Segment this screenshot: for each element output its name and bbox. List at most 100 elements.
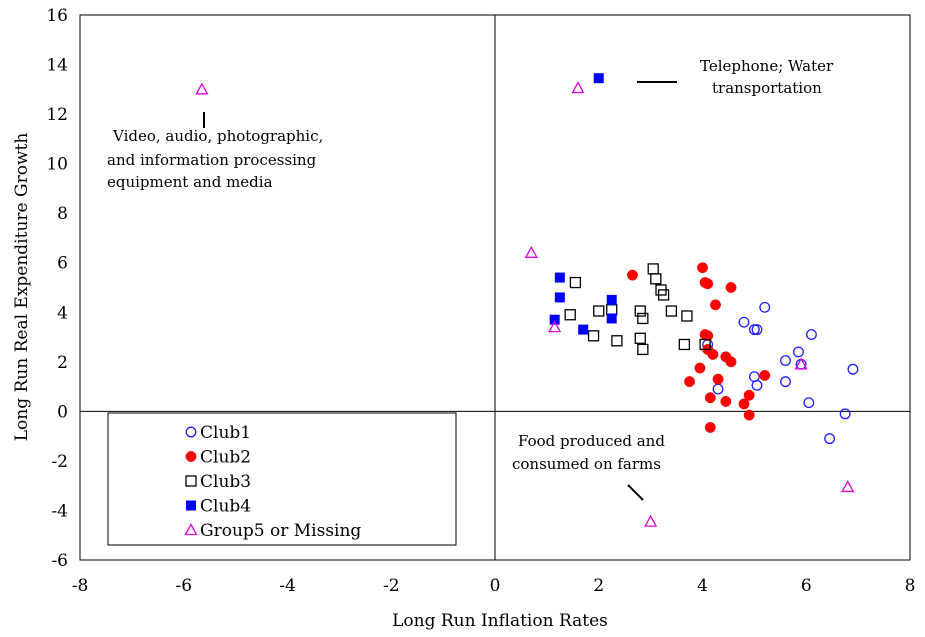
legend-label: Club3 <box>200 472 251 492</box>
data-point <box>780 376 791 388</box>
x-tick-label: -8 <box>72 576 89 596</box>
annotation-video-line-1: Video, audio, photographic, <box>112 127 323 145</box>
y-tick-label: 12 <box>46 105 68 125</box>
y-tick-label: -4 <box>51 501 68 521</box>
data-point <box>707 348 719 360</box>
data-point <box>759 301 771 313</box>
data-point <box>637 312 649 325</box>
data-point <box>627 269 638 281</box>
data-point <box>694 362 706 374</box>
y-tick-label: 16 <box>46 6 68 26</box>
y-tick-label: 10 <box>46 155 68 175</box>
legend-marker <box>184 523 198 536</box>
data-point <box>593 305 605 317</box>
data-point <box>803 397 815 409</box>
data-point <box>548 320 562 333</box>
legend-box <box>107 412 457 546</box>
data-point <box>712 383 724 395</box>
y-tick-label: 2 <box>57 353 68 373</box>
legend-label: Club2 <box>200 448 251 468</box>
data-point <box>748 324 760 336</box>
series-club4 <box>549 73 617 335</box>
data-point <box>611 335 623 347</box>
annotation-video-line-2: and information processing <box>107 151 317 169</box>
series-club1 <box>702 301 859 445</box>
data-point <box>847 363 859 375</box>
data-point <box>554 272 565 283</box>
data-point <box>564 309 576 321</box>
data-point <box>606 313 617 324</box>
data-point <box>710 299 721 311</box>
data-point <box>751 379 763 391</box>
data-point <box>634 332 646 344</box>
data-point <box>712 373 724 385</box>
data-point <box>647 263 659 275</box>
data-point <box>793 346 804 358</box>
data-point <box>702 278 714 290</box>
data-point <box>725 282 737 293</box>
legend-marker <box>185 451 197 462</box>
annotation-video-line-3: equipment and media <box>107 173 273 191</box>
y-tick-label: 4 <box>57 303 68 323</box>
data-point <box>681 310 693 322</box>
data-point <box>794 357 808 370</box>
y-tick-label: -2 <box>51 452 68 472</box>
annotation-telephone-line-1: Telephone; Water <box>700 57 834 75</box>
annotation-food-line-1: Food produced and <box>518 432 665 450</box>
annotation-telephone-line-2: transportation <box>712 79 822 97</box>
x-tick-label: 0 <box>490 576 501 596</box>
x-tick-label: -6 <box>175 576 192 596</box>
data-point <box>704 392 716 404</box>
data-point <box>644 514 658 527</box>
series-group5-or-missing <box>195 81 855 527</box>
data-point <box>720 396 732 407</box>
data-point <box>839 408 851 420</box>
data-point <box>704 422 716 433</box>
series-club3 <box>564 263 711 356</box>
x-tick-label: 8 <box>905 576 916 596</box>
data-point <box>524 245 538 258</box>
data-point <box>650 273 662 285</box>
data-point <box>634 305 646 317</box>
annotation-food-pointer <box>627 484 644 501</box>
y-tick-label: 14 <box>46 56 68 76</box>
data-points <box>195 73 859 527</box>
y-tick-label: 6 <box>57 254 68 274</box>
y-tick-label: 0 <box>57 402 68 422</box>
legend-label: Group5 or Missing <box>200 521 361 541</box>
data-point <box>606 294 617 305</box>
data-point <box>738 316 750 328</box>
data-point <box>569 276 582 289</box>
data-point <box>657 289 670 301</box>
x-tick-label: 6 <box>801 576 812 596</box>
data-point <box>805 329 817 341</box>
data-point <box>743 409 755 421</box>
data-point <box>593 73 604 84</box>
data-point <box>738 398 750 410</box>
x-tick-label: -4 <box>279 576 296 596</box>
data-point <box>578 324 589 335</box>
y-tick-label: 8 <box>57 204 68 224</box>
legend-marker <box>185 426 197 438</box>
data-point <box>780 355 791 367</box>
data-point <box>697 262 708 274</box>
x-axis-title: Long Run Inflation Rates <box>392 611 608 631</box>
annotation-video: Video, audio, photographic, and informat… <box>107 112 323 191</box>
data-point <box>554 292 565 303</box>
y-axis-ticks: -6 -4 -2 0 2 4 6 8 10 12 14 16 <box>46 6 68 571</box>
legend: Club1 Club2 Club3 Club4 Group5 or Missing <box>107 412 457 546</box>
data-point <box>702 330 714 342</box>
data-point <box>751 324 763 336</box>
x-tick-label: 4 <box>697 576 708 596</box>
legend-items: Club1 Club2 Club3 Club4 Group5 or Missing <box>184 423 361 541</box>
data-point <box>195 82 209 95</box>
data-point <box>587 330 600 342</box>
annotation-telephone: Telephone; Water transportation <box>637 57 834 97</box>
series-club2 <box>627 262 771 433</box>
legend-label: Club1 <box>200 423 251 443</box>
data-point <box>841 480 855 493</box>
data-point <box>824 433 836 445</box>
legend-marker <box>185 475 197 487</box>
data-point <box>699 338 711 351</box>
